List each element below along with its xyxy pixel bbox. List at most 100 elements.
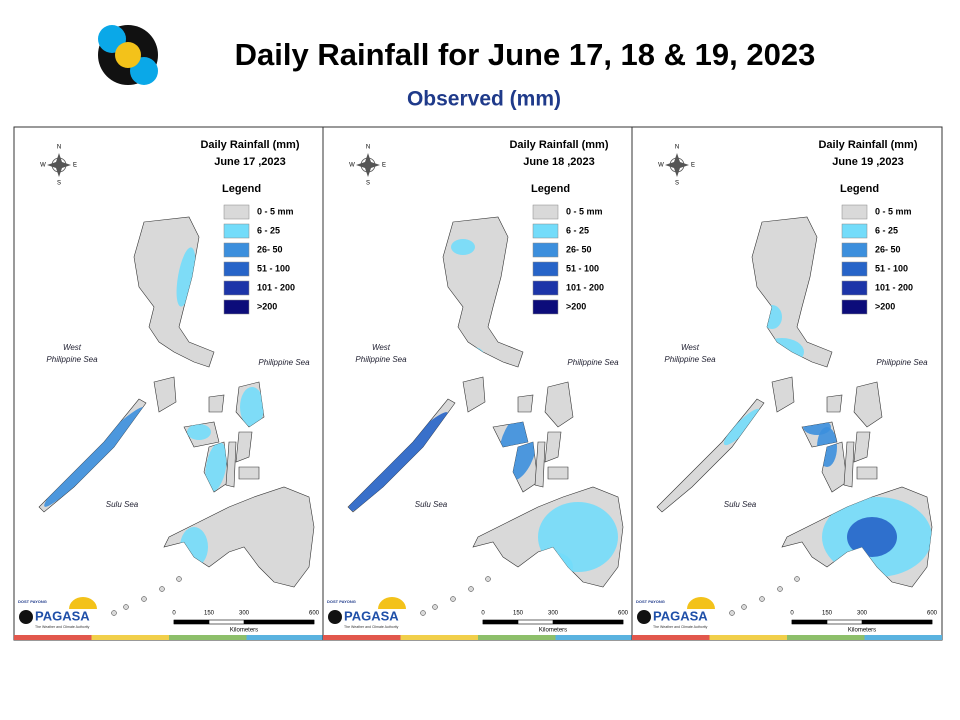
- legend-swatch: [532, 261, 559, 277]
- sea-label: Sulu Sea: [415, 500, 448, 509]
- scale-label: 600: [309, 611, 320, 617]
- panel-heading: Daily Rainfall (mm): [200, 139, 299, 151]
- scale-fill: [553, 620, 623, 624]
- scale-label: 150: [822, 611, 833, 617]
- footer-stripe: [323, 635, 401, 640]
- sea-label: Philippine Sea: [664, 355, 716, 364]
- footer-stripe: [400, 635, 478, 640]
- legend-swatch: [223, 242, 250, 258]
- island: [853, 431, 871, 463]
- footer-stripe: [246, 635, 324, 640]
- island: [853, 381, 883, 428]
- legend-label: >200: [875, 301, 895, 311]
- legend-swatch: [841, 280, 868, 296]
- map-panel: Daily Rainfall (mm) June 19 ,2023 Legend 0 …: [631, 126, 943, 641]
- sea-label: Philippine Sea: [355, 355, 407, 364]
- rainfall-area: [176, 247, 196, 307]
- islet: [485, 576, 491, 582]
- legend-label: 101 - 200: [875, 282, 913, 292]
- compass-e: E: [691, 163, 695, 169]
- islet: [741, 604, 747, 610]
- legend-swatch: [841, 204, 868, 220]
- scale-label: 0: [172, 611, 176, 617]
- logo-umbrella: [687, 597, 715, 609]
- logo-icon: [637, 610, 651, 624]
- footer-stripe: [555, 635, 633, 640]
- footer-stripe: [787, 635, 865, 640]
- legend-label: 101 - 200: [566, 282, 604, 292]
- rainfall-area: [187, 424, 211, 440]
- island: [856, 466, 878, 480]
- island: [751, 216, 833, 368]
- compass-ring: [360, 157, 376, 173]
- rainfall-area: [847, 517, 897, 557]
- scale-unit: Kilometers: [848, 628, 876, 634]
- legend-swatch: [841, 261, 868, 277]
- panel-date: June 18 ,2023: [523, 156, 595, 168]
- rainfall-area: [240, 387, 264, 427]
- islet: [468, 586, 474, 592]
- legend-label: 6 - 25: [875, 225, 898, 235]
- panels: Daily Rainfall (mm) June 17 ,2023 Legend 0 …: [13, 126, 943, 641]
- scale-label: 300: [857, 611, 868, 617]
- islet: [176, 576, 182, 582]
- logo-part: [115, 42, 141, 68]
- scale-label: 0: [481, 611, 485, 617]
- scale-fill: [174, 620, 209, 624]
- compass-e: E: [382, 163, 386, 169]
- islet: [159, 586, 165, 592]
- compass-w: W: [658, 163, 664, 169]
- legend-label: 51 - 100: [257, 263, 290, 273]
- compass-s: S: [366, 181, 370, 187]
- scale-fill: [483, 620, 518, 624]
- legend-swatch: [841, 299, 868, 315]
- map-panel: Daily Rainfall (mm) June 18 ,2023 Legend 0 …: [322, 126, 634, 641]
- island: [843, 441, 855, 488]
- island: [544, 431, 562, 463]
- rainfall-area: [205, 442, 227, 492]
- logo-brand: PAGASA: [35, 608, 90, 623]
- island: [534, 441, 546, 488]
- scale-label: 0: [790, 611, 794, 617]
- panel-heading: Daily Rainfall (mm): [509, 139, 608, 151]
- compass-n: N: [57, 145, 61, 151]
- legend-label: 51 - 100: [566, 263, 599, 273]
- legend-label: 51 - 100: [875, 263, 908, 273]
- legend-title: Legend: [531, 183, 570, 195]
- sea-label: West: [681, 343, 700, 352]
- compass-rose: [665, 153, 689, 177]
- panel-heading: Daily Rainfall (mm): [818, 139, 917, 151]
- island: [153, 376, 177, 413]
- map-panel: Daily Rainfall (mm) June 17 ,2023 Legend 0 …: [13, 126, 325, 641]
- compass-ring: [51, 157, 67, 173]
- islet: [777, 586, 783, 592]
- legend-label: 0 - 5 mm: [566, 206, 603, 216]
- logo-icon: [328, 610, 342, 624]
- logo-tagline: The Weather and Climate Authority: [344, 625, 399, 629]
- legend-swatch: [532, 299, 559, 315]
- island: [544, 381, 574, 428]
- rainfall-area: [348, 412, 448, 512]
- logo-small: DOST PAYONG: [636, 599, 665, 604]
- legend-label: 101 - 200: [257, 282, 295, 292]
- legend-swatch: [532, 242, 559, 258]
- sea-label: Philippine Sea: [258, 358, 310, 367]
- logo-umbrella: [378, 597, 406, 609]
- legend-swatch: [223, 261, 250, 277]
- sea-label: Philippine Sea: [567, 358, 619, 367]
- rainfall-area: [44, 407, 144, 507]
- compass-w: W: [40, 163, 46, 169]
- island: [235, 431, 253, 463]
- island: [208, 394, 225, 413]
- logo-tagline: The Weather and Climate Authority: [35, 625, 90, 629]
- compass-w: W: [349, 163, 355, 169]
- island: [547, 466, 569, 480]
- footer-stripe: [478, 635, 556, 640]
- island: [826, 394, 843, 413]
- legend-label: 6 - 25: [566, 225, 589, 235]
- rainfall-area: [723, 408, 761, 446]
- legend-swatch: [532, 204, 559, 220]
- legend-label: 26- 50: [875, 244, 901, 254]
- compass-s: S: [57, 181, 61, 187]
- islet: [794, 576, 800, 582]
